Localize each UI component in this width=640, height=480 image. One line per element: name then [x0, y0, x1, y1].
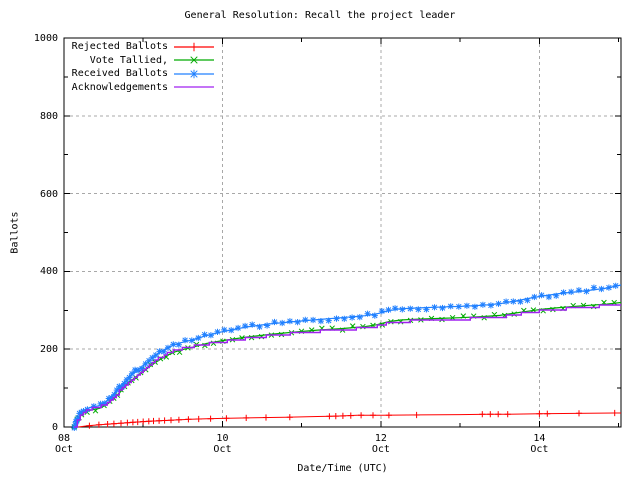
legend-sample-line-icon	[174, 56, 214, 64]
legend-label-rejected: Rejected Ballots	[71, 41, 168, 53]
y-tick-label: 200	[39, 344, 58, 356]
chart-title: General Resolution: Recall the project l…	[184, 10, 456, 21]
x-axis-label: Date/Time (UTC)	[297, 463, 388, 474]
y-tick-label: 1000	[33, 33, 58, 44]
x-tick-label: 12 Oct	[371, 433, 390, 455]
gridlines	[64, 38, 621, 427]
legend-label-acknowledgements: Acknowledgements	[71, 81, 168, 93]
legend-sample-line-icon	[174, 69, 214, 78]
legend-label-received: Received Ballots	[71, 68, 168, 80]
legend-row-received: Received Ballots	[64, 67, 216, 81]
y-tick-label: 600	[39, 188, 58, 200]
x-tick-label: 08 Oct	[54, 433, 74, 455]
series-received-ballots	[71, 282, 622, 431]
legend: Rejected Ballots Vote Tallied, Received …	[64, 40, 216, 94]
y-tick-label: 400	[39, 266, 58, 278]
legend-row-rejected: Rejected Ballots	[64, 40, 216, 54]
x-tick-label: 10 Oct	[213, 433, 232, 455]
y-tick-label: 800	[39, 110, 58, 122]
x-tick-label: 14 Oct	[530, 433, 549, 455]
y-axis-label: Ballots	[9, 211, 21, 254]
series-vote-tallied	[71, 299, 622, 430]
series-rejected-ballots	[78, 409, 621, 429]
legend-sample-line-icon	[174, 86, 214, 88]
legend-row-tallied: Vote Tallied,	[64, 54, 216, 68]
y-tick-label: 0	[51, 422, 58, 433]
plot-frame	[63, 37, 622, 428]
series-acknowledgements	[74, 304, 621, 428]
legend-label-tallied: Vote Tallied,	[89, 54, 168, 66]
legend-row-acknowledgements: Acknowledgements	[64, 81, 216, 95]
legend-sample-line-icon	[174, 42, 214, 51]
